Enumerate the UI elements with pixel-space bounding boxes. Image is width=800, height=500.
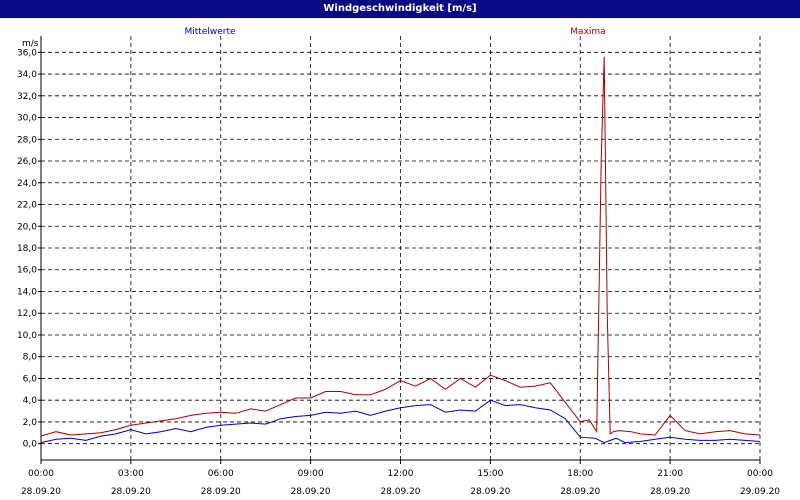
series-line-mittelwerte: [40, 399, 761, 444]
y-tick-label: 22,0: [17, 201, 37, 211]
x-tick-date: 28.09.20: [380, 487, 420, 497]
y-tick-label: 12,0: [17, 309, 37, 319]
y-tick-label: 14,0: [17, 287, 37, 297]
y-tick-label: 28,0: [17, 135, 37, 145]
x-tick-labels: 00:00 28.09.20 03:00 28.09.20 06:00 28.09.20 0…: [21, 469, 780, 497]
x-tick-date: 28.09.20: [291, 487, 331, 497]
x-tick-time: 00:00: [747, 469, 773, 479]
y-tick-label: 10,0: [17, 331, 37, 341]
y-tick-label: 6,0: [23, 374, 38, 384]
y-tick-label: 36,0: [17, 48, 37, 58]
legend-entry-maxima: Maxima: [570, 27, 605, 37]
legend: Mittelwerte Maxima: [184, 27, 605, 37]
x-tick-time: 15:00: [477, 469, 503, 479]
chart-title: Windgeschwindigkeit [m/s]: [0, 0, 800, 18]
y-tick-labels: 0,0 2,0 4,0 6,0 8,0 10,0 12,0 14,0 16,0 18,0 20,0 2…: [17, 48, 37, 449]
axes-layer: [38, 36, 761, 464]
y-tick-label: 34,0: [17, 70, 37, 80]
x-tick-date: 28.09.20: [560, 487, 600, 497]
y-tick-label: 30,0: [17, 114, 37, 124]
wind-speed-chart: 0,0 2,0 4,0 6,0 8,0 10,0 12,0 14,0 16,0 18,0 20,0 2…: [17, 27, 780, 497]
x-tick-date: 28.09.20: [21, 487, 61, 497]
x-tick-time: 00:00: [28, 469, 54, 479]
y-tick-label: 0,0: [23, 440, 38, 450]
x-tick-date: 28.09.20: [470, 487, 510, 497]
x-tick-time: 21:00: [657, 469, 683, 479]
x-tick-date: 28.09.20: [111, 487, 151, 497]
y-tick-label: 2,0: [23, 418, 38, 428]
y-axis-unit-label: m/s: [22, 39, 39, 49]
legend-entry-mittelwerte: Mittelwerte: [184, 27, 235, 37]
y-tick-label: 4,0: [23, 396, 38, 406]
series-layer: [40, 56, 761, 444]
x-tick-time: 03:00: [118, 469, 144, 479]
y-tick-label: 24,0: [17, 179, 37, 189]
y-tick-label: 26,0: [17, 157, 37, 167]
x-tick-time: 18:00: [567, 469, 593, 479]
y-tick-label: 20,0: [17, 222, 37, 232]
x-tick-time: 09:00: [298, 469, 324, 479]
y-tick-label: 8,0: [23, 353, 38, 363]
y-tick-label: 18,0: [17, 244, 37, 254]
x-tick-date: 28.09.20: [650, 487, 690, 497]
x-tick-time: 12:00: [388, 469, 414, 479]
x-tick-date: 29.09.20: [740, 487, 780, 497]
y-tick-label: 16,0: [17, 266, 37, 276]
y-tick-label: 32,0: [17, 92, 37, 102]
series-line-maxima: [40, 56, 761, 437]
x-tick-date: 28.09.20: [201, 487, 241, 497]
x-tick-time: 06:00: [208, 469, 234, 479]
grid-layer: [41, 36, 760, 460]
